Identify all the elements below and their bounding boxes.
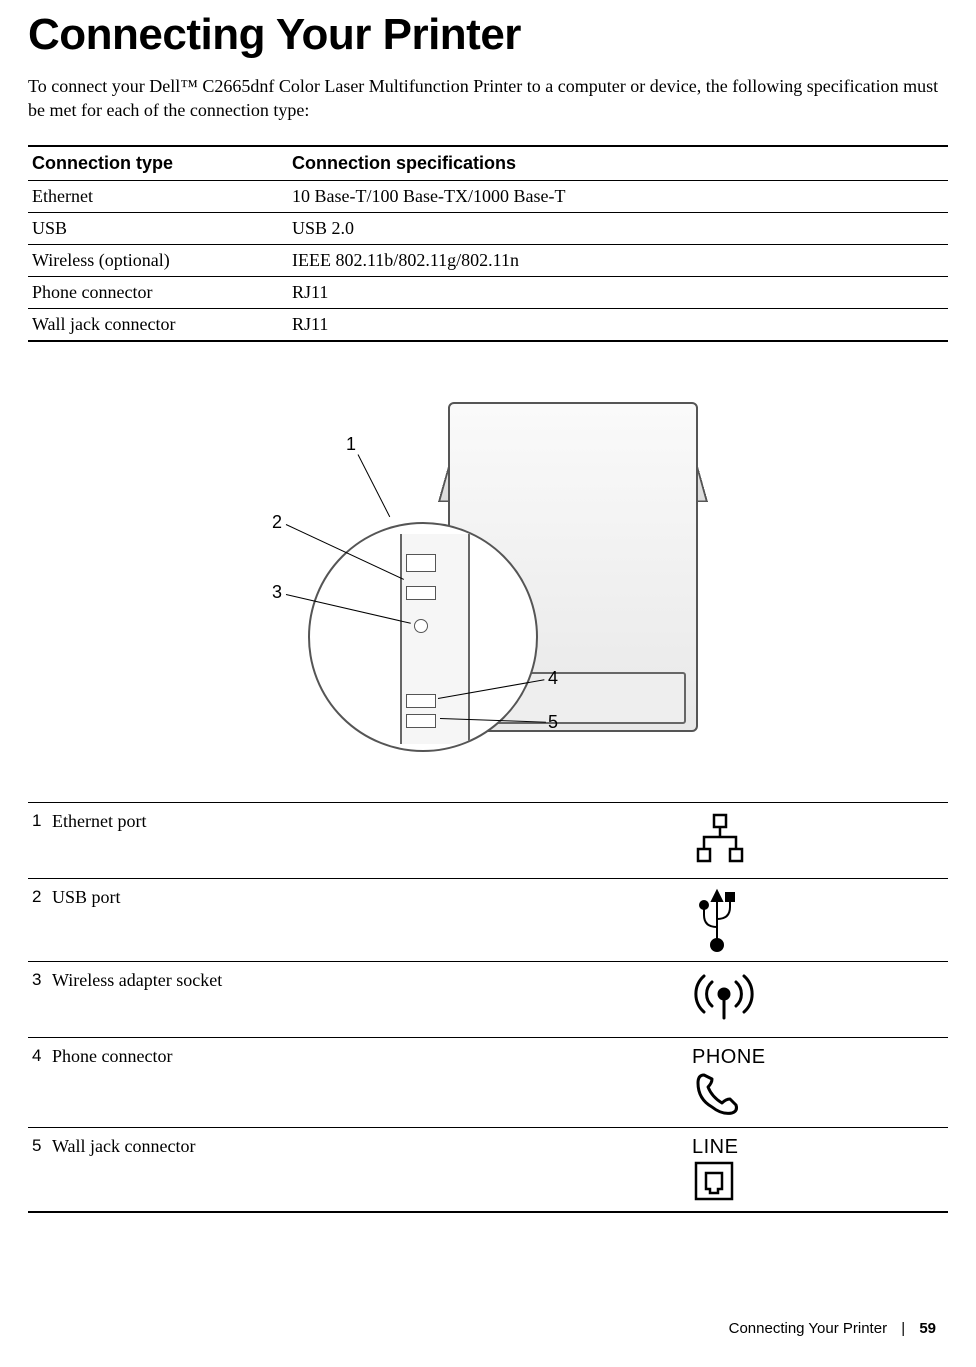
table-row: Ethernet10 Base-T/100 Base-TX/1000 Base-… xyxy=(28,180,948,212)
table-row: 3 Wireless adapter socket xyxy=(28,961,948,1037)
intro-paragraph: To connect your Dell™ C2665dnf Color Las… xyxy=(28,74,948,123)
table-row: 2 USB port xyxy=(28,878,948,961)
table-row: Wireless (optional)IEEE 802.11b/802.11g/… xyxy=(28,244,948,276)
table-row: 5 Wall jack connector LINE xyxy=(28,1127,948,1212)
spec-header-type: Connection type xyxy=(28,146,288,181)
usb-icon xyxy=(692,887,742,953)
phone-icon-label: PHONE xyxy=(692,1046,944,1069)
port-table: 1 Ethernet port 2 USB port xyxy=(28,802,948,1213)
line-jack-icon xyxy=(692,1159,736,1203)
table-row: 1 Ethernet port xyxy=(28,802,948,878)
zoom-detail-circle xyxy=(308,522,538,752)
page-title: Connecting Your Printer xyxy=(28,10,948,60)
callout-3: 3 xyxy=(272,582,282,603)
spec-table: Connection type Connection specification… xyxy=(28,145,948,342)
table-row: 4 Phone connector PHONE xyxy=(28,1037,948,1127)
callout-5: 5 xyxy=(548,712,558,733)
ethernet-icon xyxy=(692,811,748,867)
spec-header-spec: Connection specifications xyxy=(288,146,948,181)
wireless-icon xyxy=(692,970,756,1026)
callout-2: 2 xyxy=(272,512,282,533)
table-row: USBUSB 2.0 xyxy=(28,212,948,244)
phone-icon xyxy=(692,1069,742,1119)
table-row: Wall jack connectorRJ11 xyxy=(28,308,948,341)
table-row: Phone connectorRJ11 xyxy=(28,276,948,308)
page-footer: Connecting Your Printer | 59 xyxy=(729,1320,936,1337)
callout-1: 1 xyxy=(346,434,356,455)
footer-title: Connecting Your Printer xyxy=(729,1320,887,1337)
footer-page-number: 59 xyxy=(919,1320,936,1337)
line-icon-label: LINE xyxy=(692,1136,944,1159)
callout-4: 4 xyxy=(548,668,558,689)
printer-diagram: 1 2 3 4 5 xyxy=(28,372,948,792)
